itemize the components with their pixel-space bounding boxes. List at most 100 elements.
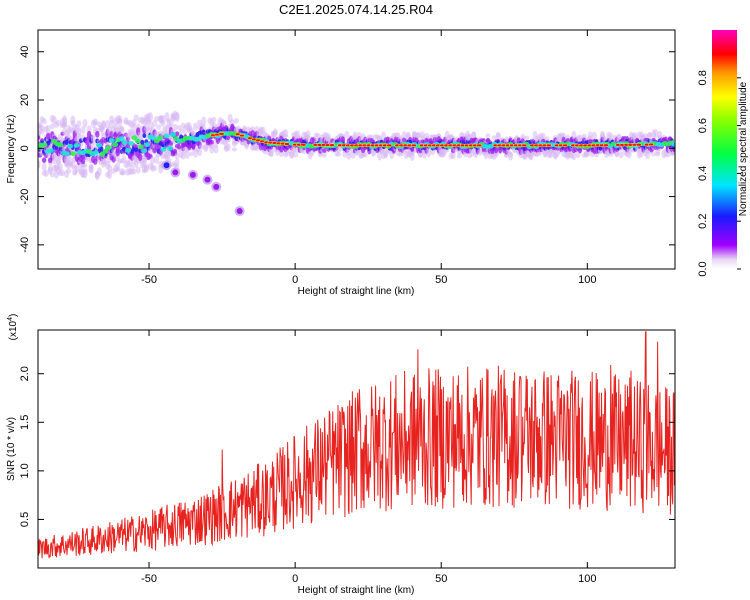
spectrogram-halo-cell [493, 151, 499, 158]
spectrogram-halo-cell [282, 129, 288, 138]
spectrogram-core-cell [108, 138, 115, 143]
spectrogram-red-cell [517, 144, 523, 147]
spectrogram-red-cell [546, 144, 552, 147]
spectrogram-red-cell [620, 143, 625, 147]
spectrogram-halo-cell [57, 163, 63, 172]
spectrogram-blue-cell [140, 139, 145, 145]
spectrogram-halo-cell [135, 166, 141, 174]
spectrogram-halo-cell [626, 151, 632, 159]
colorbar-tick-label: 0.6 [697, 118, 709, 133]
spectrogram-halo-cell [495, 131, 501, 138]
spectrogram-halo-cell [143, 163, 149, 172]
spectrogram-halo-cell [653, 128, 659, 139]
spectrogram-red-cell [476, 144, 482, 147]
spectrogram-purple-cell [95, 130, 100, 138]
spectrogram-halo-cell [154, 154, 160, 165]
spectrogram-halo-cell [647, 132, 653, 138]
spectrogram-red-cell [460, 144, 466, 147]
spectrogram-halo-cell [213, 145, 219, 154]
spectrogram-red-cell [554, 144, 560, 147]
spectrogram-red-cell [521, 144, 527, 147]
spectrogram-halo-cell [199, 144, 205, 150]
spectrogram-halo-cell [60, 169, 66, 177]
spectrogram-halo-cell [82, 163, 88, 168]
spectrogram-red-cell [370, 144, 376, 147]
spectrogram-halo-cell [131, 168, 137, 175]
spectrogram-blue-cell [142, 133, 147, 139]
spectrogram-tail-core [213, 183, 220, 190]
spectrogram-panel: -50 0 50 100 -40 -20 0 20 40 Height of straight… [6, 29, 676, 297]
spectrogram-core-cell [157, 135, 164, 141]
x-tick-label: 50 [435, 573, 447, 585]
spectrogram-halo-cell [381, 131, 387, 140]
spectrogram-halo-cell [651, 152, 657, 157]
spectrogram-halo-cell [100, 131, 106, 136]
spectrogram-red-cell [615, 143, 621, 147]
y-tick-label: 1.0 [19, 463, 31, 478]
spectrogram-red-cell [358, 144, 363, 147]
spectrogram-halo-cell [197, 147, 203, 157]
spectrogram-halo-cell [49, 123, 55, 130]
spectrogram-halo-cell [336, 151, 342, 157]
x-tick-label: 100 [578, 274, 596, 286]
spectrogram-halo-cell [62, 121, 68, 128]
snr-y-ticks: 0.5 1.0 1.5 2.0 [19, 366, 675, 527]
colorbar-tick-label: 0.8 [697, 70, 709, 85]
spectrogram-red-cell [329, 144, 335, 147]
x-tick-label: 0 [292, 274, 298, 286]
spectrogram-red-cell [235, 133, 241, 136]
spectrogram-red-cell [411, 144, 417, 147]
spectrogram-core-cell [163, 133, 170, 139]
spectrogram-halo-cell [172, 123, 178, 132]
spectrogram-halo-cell [293, 153, 299, 158]
spectrogram-halo-cell [76, 120, 82, 128]
spectrogram-core-cell [41, 142, 48, 148]
spectrogram-core-cell [47, 148, 54, 153]
spectrogram-red-cell [538, 144, 543, 147]
spectrogram-red-cell [595, 144, 601, 147]
spectrogram-core-cell [118, 136, 125, 142]
spectrogram-core-cell [141, 148, 148, 154]
spectrogram-purple-cell [322, 148, 327, 153]
spectrogram-red-cell [378, 144, 384, 147]
spectrogram-purple-cell [209, 139, 215, 145]
spectrogram-red-cell [219, 132, 224, 136]
spectrogram-red-cell [513, 144, 519, 147]
spectrogram-halo-cell [74, 164, 80, 173]
colorbar-tick-label: 0.2 [697, 214, 709, 229]
spectrogram-halo-cell [174, 152, 180, 159]
spectrogram-red-cell [448, 144, 453, 147]
spectrogram-halo-cell [55, 119, 61, 126]
spectrogram-red-cell [313, 143, 318, 147]
x-tick-label: 0 [292, 573, 298, 585]
spectrogram-halo-cell [184, 149, 190, 159]
spectrogram-red-cell [403, 144, 408, 147]
spectrogram-halo-cell [201, 116, 207, 127]
spectrogram-red-cell [452, 144, 458, 147]
spectrogram-red-cell [558, 144, 564, 147]
spectrogram-halo-cell [225, 143, 231, 152]
spectrogram-red-cell [579, 144, 584, 147]
y-tick-label: 2.0 [19, 366, 31, 381]
spectrogram-halo-cell [160, 114, 166, 122]
spectrogram-halo-cell [55, 156, 61, 166]
spectrogram-halo-cell [100, 120, 106, 131]
spectrogram-red-cell [444, 144, 449, 147]
spectrogram-red-cell [591, 144, 597, 147]
colorbar-label: Normalized spectral amplitude [738, 81, 749, 216]
x-tick-label: -50 [141, 573, 157, 585]
spectrogram-red-cell [337, 144, 343, 147]
spectrogram-core-cell [144, 142, 151, 148]
spectrogram-red-cell [239, 134, 245, 137]
spectrogram-core-cell [160, 146, 167, 152]
spectrogram-halo-cell [346, 152, 352, 160]
spectrogram-tail-core [189, 171, 196, 178]
spectrogram-red-cell [386, 144, 392, 147]
spectrogram-blue-cell [598, 145, 603, 151]
spectrogram-halo-cell [51, 158, 57, 165]
spectrogram-core-cell [96, 142, 103, 148]
spectrogram-red-cell [587, 144, 593, 147]
spectrogram-halo-cell [571, 152, 577, 161]
spectrogram-tail-core [204, 176, 211, 183]
spectrogram-core-cell [124, 147, 131, 153]
